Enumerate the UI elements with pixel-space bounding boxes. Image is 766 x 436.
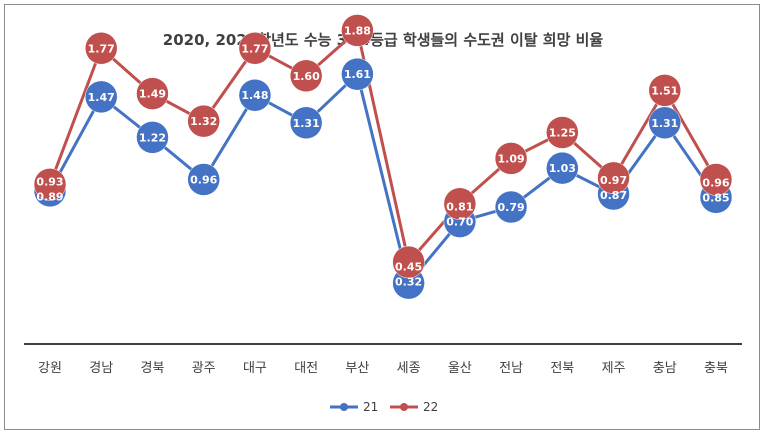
x-tick-label: 충남 bbox=[653, 361, 677, 376]
data-point-22 bbox=[392, 245, 425, 279]
data-label-21: 1.22 bbox=[139, 131, 166, 144]
data-label-21: 1.31 bbox=[293, 117, 320, 130]
data-label-22: 1.25 bbox=[549, 127, 576, 140]
data-label-22: 0.96 bbox=[702, 176, 729, 189]
data-label-22: 1.77 bbox=[88, 42, 115, 55]
data-label-22: 1.60 bbox=[293, 70, 320, 83]
data-point-22 bbox=[597, 161, 630, 195]
legend-marker-22 bbox=[400, 403, 408, 411]
x-tick-label: 전북 bbox=[550, 361, 574, 376]
data-label-22: 1.32 bbox=[190, 115, 217, 128]
data-point-21 bbox=[648, 106, 682, 140]
data-label-22: 1.77 bbox=[241, 42, 268, 55]
legend-label-21: 21 bbox=[363, 400, 378, 414]
data-label-21: 0.85 bbox=[702, 191, 729, 204]
data-point-22 bbox=[699, 163, 733, 196]
x-tick-label: 경남 bbox=[89, 361, 113, 376]
data-label-21: 1.47 bbox=[88, 91, 115, 104]
x-tick-label: 울산 bbox=[448, 361, 472, 376]
data-point-22 bbox=[494, 142, 528, 175]
data-label-22: 1.49 bbox=[139, 88, 166, 101]
data-label-21: 1.03 bbox=[549, 162, 576, 175]
x-tick-label: 경북 bbox=[141, 361, 165, 376]
data-label-22: 0.81 bbox=[446, 201, 473, 214]
series-lines bbox=[48, 28, 718, 285]
x-tick-label: 부산 bbox=[345, 361, 369, 376]
legend: 21 22 bbox=[330, 400, 438, 414]
data-label-22: 1.09 bbox=[498, 152, 525, 165]
data-point-21 bbox=[84, 80, 118, 114]
data-point-21 bbox=[341, 57, 374, 91]
data-label-21: 0.70 bbox=[446, 216, 473, 229]
data-point-21 bbox=[546, 151, 579, 185]
x-tick-label: 광주 bbox=[192, 361, 216, 376]
data-point-22 bbox=[546, 116, 579, 149]
chart-title: 2020, 2021학년도 수능 3~4등급 학생들의 수도권 이탈 희망 비율 bbox=[163, 31, 604, 49]
data-label-21: 0.96 bbox=[190, 173, 217, 186]
data-point-21 bbox=[494, 190, 528, 224]
data-point-22 bbox=[84, 32, 118, 65]
data-point-22 bbox=[238, 32, 272, 65]
data-point-22 bbox=[289, 59, 323, 93]
data-point-22 bbox=[443, 187, 477, 221]
data-label-21: 0.89 bbox=[36, 191, 63, 204]
legend-marker-21 bbox=[340, 403, 348, 411]
data-label-21: 0.32 bbox=[395, 276, 422, 289]
data-point-22 bbox=[648, 74, 682, 107]
x-tick-label: 충북 bbox=[704, 361, 728, 376]
data-point-21 bbox=[187, 163, 220, 196]
data-point-22 bbox=[341, 14, 374, 47]
legend-label-22: 22 bbox=[423, 400, 438, 414]
data-point-21 bbox=[289, 106, 323, 140]
x-tick-label: 강원 bbox=[38, 361, 62, 376]
x-tick-label: 대구 bbox=[243, 361, 267, 376]
data-label-21: 0.79 bbox=[498, 201, 525, 214]
data-point-22 bbox=[187, 104, 220, 138]
data-label-22: 1.88 bbox=[344, 24, 371, 37]
data-point-21 bbox=[136, 121, 169, 154]
data-label-21: 1.31 bbox=[651, 117, 678, 130]
data-label-21: 1.48 bbox=[241, 89, 268, 102]
x-tick-label: 세종 bbox=[397, 361, 421, 376]
data-labels: 0.89 0.93 1.47 1.77 1.22 1.49 0.96 1.32 1.48 1.77… bbox=[36, 24, 729, 288]
data-markers bbox=[33, 14, 733, 300]
data-label-21: 0.87 bbox=[600, 189, 627, 202]
data-label-22: 0.93 bbox=[36, 176, 63, 189]
x-tick-label: 제주 bbox=[602, 361, 626, 376]
data-point-22 bbox=[33, 168, 67, 201]
x-tick-label: 대전 bbox=[294, 361, 318, 376]
data-label-22: 0.45 bbox=[395, 261, 422, 274]
data-label-22: 0.97 bbox=[600, 174, 627, 187]
data-label-22: 1.51 bbox=[651, 84, 678, 97]
x-tick-labels: 강원 경남 경북 광주 대구 대전 부산 세종 울산 전남 전북 제주 충남 충북 bbox=[38, 361, 728, 376]
data-point-21 bbox=[238, 78, 272, 112]
data-point-22 bbox=[136, 77, 169, 110]
x-tick-label: 전남 bbox=[499, 361, 523, 376]
data-label-21: 1.61 bbox=[344, 68, 371, 81]
